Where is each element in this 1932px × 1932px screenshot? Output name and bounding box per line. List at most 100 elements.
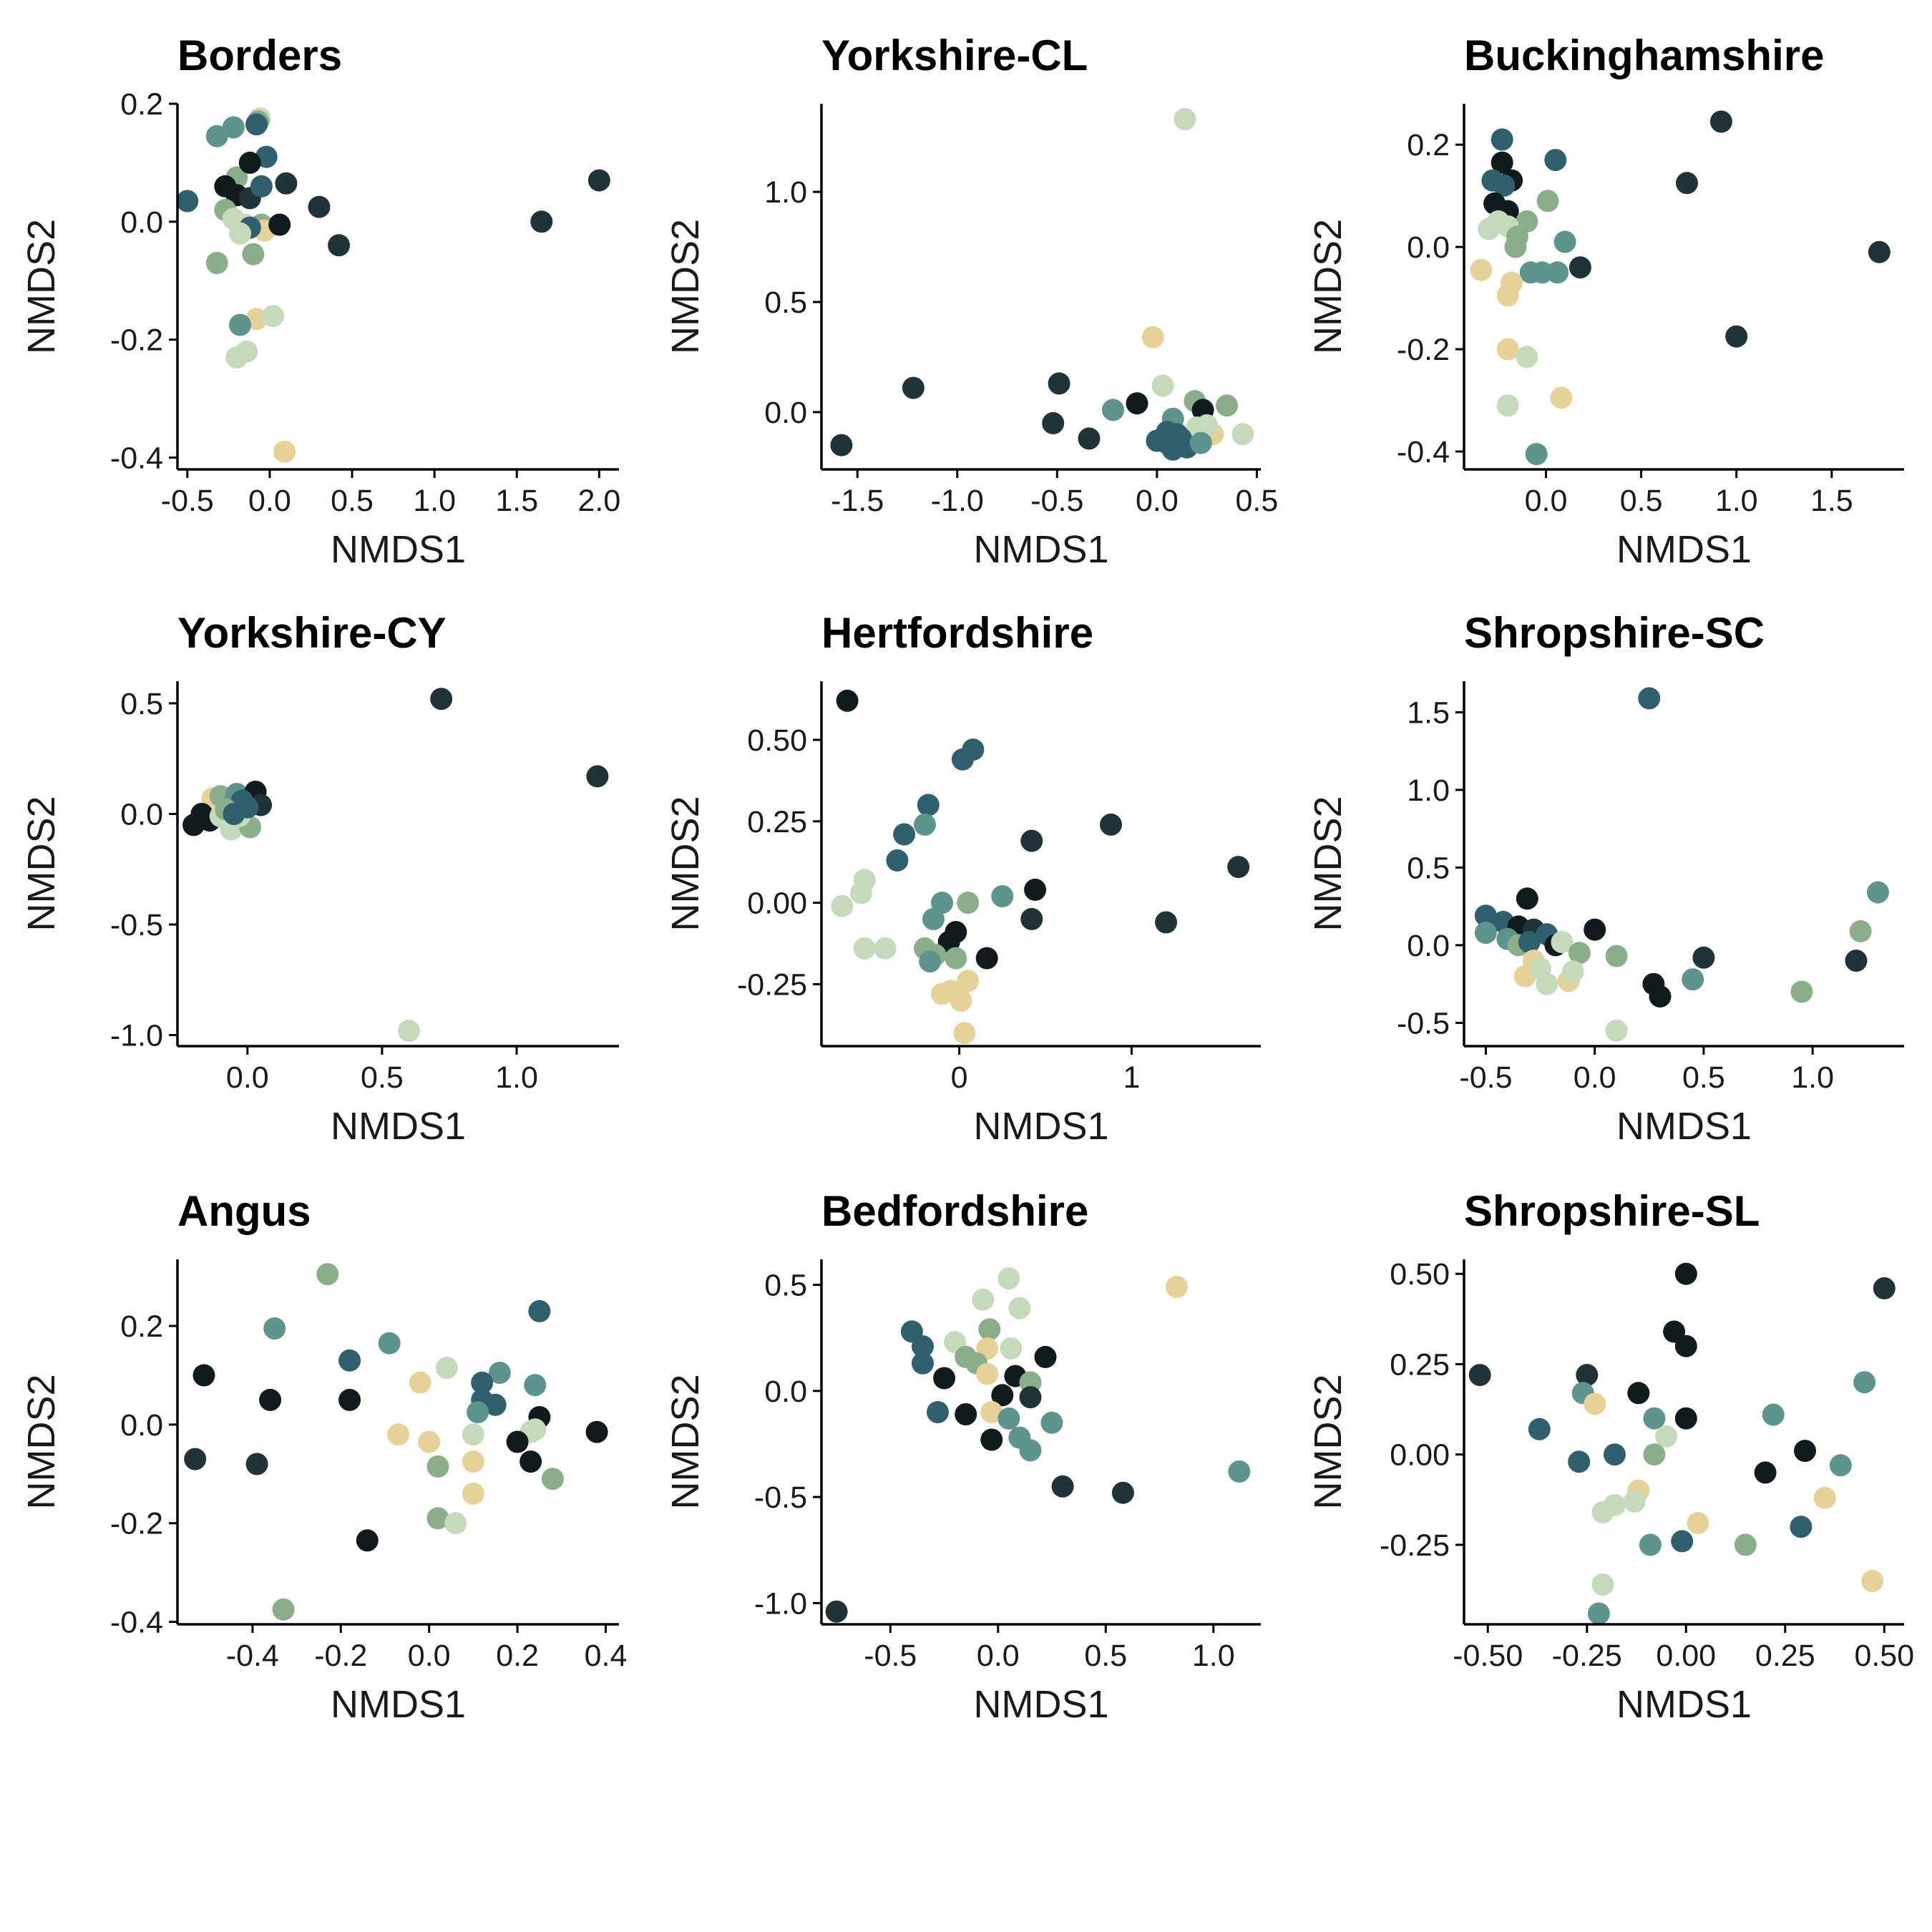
data-point [1790,1516,1813,1538]
data-point [1873,1277,1896,1299]
panel-bedfordshire: Bedfordshire -0.5 0.0 0.5 1.0 -1.0 -0.5 0.0 0.5 N… [664,1187,1261,1726]
x-tick-label: 0.0 [408,1639,451,1673]
data-point [1536,972,1558,995]
x-axis-title: NMDS1 [331,528,466,571]
y-axis-title: NMDS2 [664,219,707,354]
data-point [922,907,945,930]
data-point [229,313,251,336]
data-point [893,823,916,846]
data-point [951,748,974,771]
y-axis-title: NMDS2 [1307,219,1350,354]
data-point [1525,443,1548,466]
data-point [1189,431,1212,454]
x-tick-label: 0.0 [248,484,291,518]
y-tick-label: 0.0 [1407,929,1450,963]
data-point [1216,394,1239,417]
panel-hertfordshire: Hertfordshire 0 1 -0.25 0.00 0.25 0.50 NMDS1 NMD… [664,609,1261,1148]
data-point [1546,261,1568,284]
data-point [250,175,273,197]
panel-title: Hertfordshire [821,609,1093,657]
data-point [1040,1411,1063,1434]
data-point [1576,1364,1599,1387]
data-point [1674,1407,1697,1430]
x-tick-label: 0.5 [1084,1639,1127,1673]
panel-buckinghamshire: Buckinghamshire 0.0 0.5 1.0 1.5 -0.4 -0.2 0.0 0.… [1307,31,1904,571]
data-point [316,1263,339,1286]
data-point [245,1453,268,1475]
points-yorkshire-cy [182,688,609,1042]
data-point [585,1420,608,1443]
data-point [530,210,553,233]
data-point [1604,1443,1626,1466]
data-point [587,169,610,192]
x-axis-title: NMDS1 [1616,1683,1752,1726]
x-tick-label: -0.5 [864,1639,917,1673]
data-point [541,1468,564,1491]
data-point [1536,190,1559,213]
data-point [586,765,609,788]
data-point [272,1598,295,1621]
x-tick-label: -0.5 [1030,484,1083,518]
data-point [1078,427,1101,450]
data-point [1868,240,1890,263]
data-point [1671,1530,1694,1553]
panel-title: Yorkshire-CY [177,609,447,657]
panel-title: Shropshire-SL [1464,1187,1760,1235]
data-point [1725,325,1748,348]
x-tick-label: -0.2 [314,1639,367,1673]
y-tick-label: -0.4 [1397,435,1450,469]
y-tick-label: -0.5 [1397,1006,1450,1040]
data-point [1516,346,1538,369]
data-point [184,1448,207,1470]
data-point [955,1403,977,1425]
x-tick-label: -0.5 [1459,1060,1512,1095]
data-point [176,190,199,213]
data-point [1676,172,1698,195]
points-buckinghamshire [1470,110,1890,466]
data-point [262,305,284,328]
y-tick-label: -0.25 [1380,1528,1450,1563]
x-axis-title: NMDS1 [973,528,1108,571]
data-point [1682,968,1704,991]
data-point [1551,931,1574,954]
data-point [242,243,265,265]
y-tick-label: 1.0 [1407,774,1450,808]
data-point [205,125,228,147]
data-point [831,894,854,917]
data-point [975,947,998,970]
data-point [886,849,909,872]
y-tick-label: -0.5 [754,1480,807,1515]
data-point [1474,922,1497,945]
x-tick-label: 0.5 [1620,484,1663,518]
data-point [997,1407,1020,1430]
data-point [1019,1386,1042,1409]
data-point [1151,374,1174,397]
x-axis-title: NMDS1 [1616,1105,1752,1148]
data-point [1605,1019,1628,1042]
data-point [978,1318,1001,1341]
data-point [1584,1392,1606,1415]
data-point [1478,218,1501,240]
data-point [991,885,1014,907]
data-point [1468,1364,1491,1387]
y-tick-label: 0.50 [747,723,807,758]
x-tick-label: 1.5 [1810,484,1853,518]
data-point [853,937,876,960]
y-tick-label: 0.0 [120,205,163,240]
data-point [524,1374,547,1397]
data-point [1166,1276,1189,1298]
y-tick-label: 0.5 [120,687,163,721]
y-tick-label: 0.2 [1407,128,1450,162]
data-point [259,1388,282,1411]
x-tick-label: 0.5 [331,484,374,518]
data-point [1550,386,1573,409]
panels-grid: Borders -0.5 0.0 0.5 1.0 1.5 2.0 -0.4 -0.2 0.0 0.2… [20,31,1914,1726]
data-point [1754,1461,1777,1484]
data-point [462,1423,484,1446]
data-point [1231,423,1254,446]
data-point [462,1450,484,1473]
panel-title: Borders [177,31,342,79]
x-tick-label: 0.50 [1854,1639,1914,1673]
data-point [1020,907,1043,930]
